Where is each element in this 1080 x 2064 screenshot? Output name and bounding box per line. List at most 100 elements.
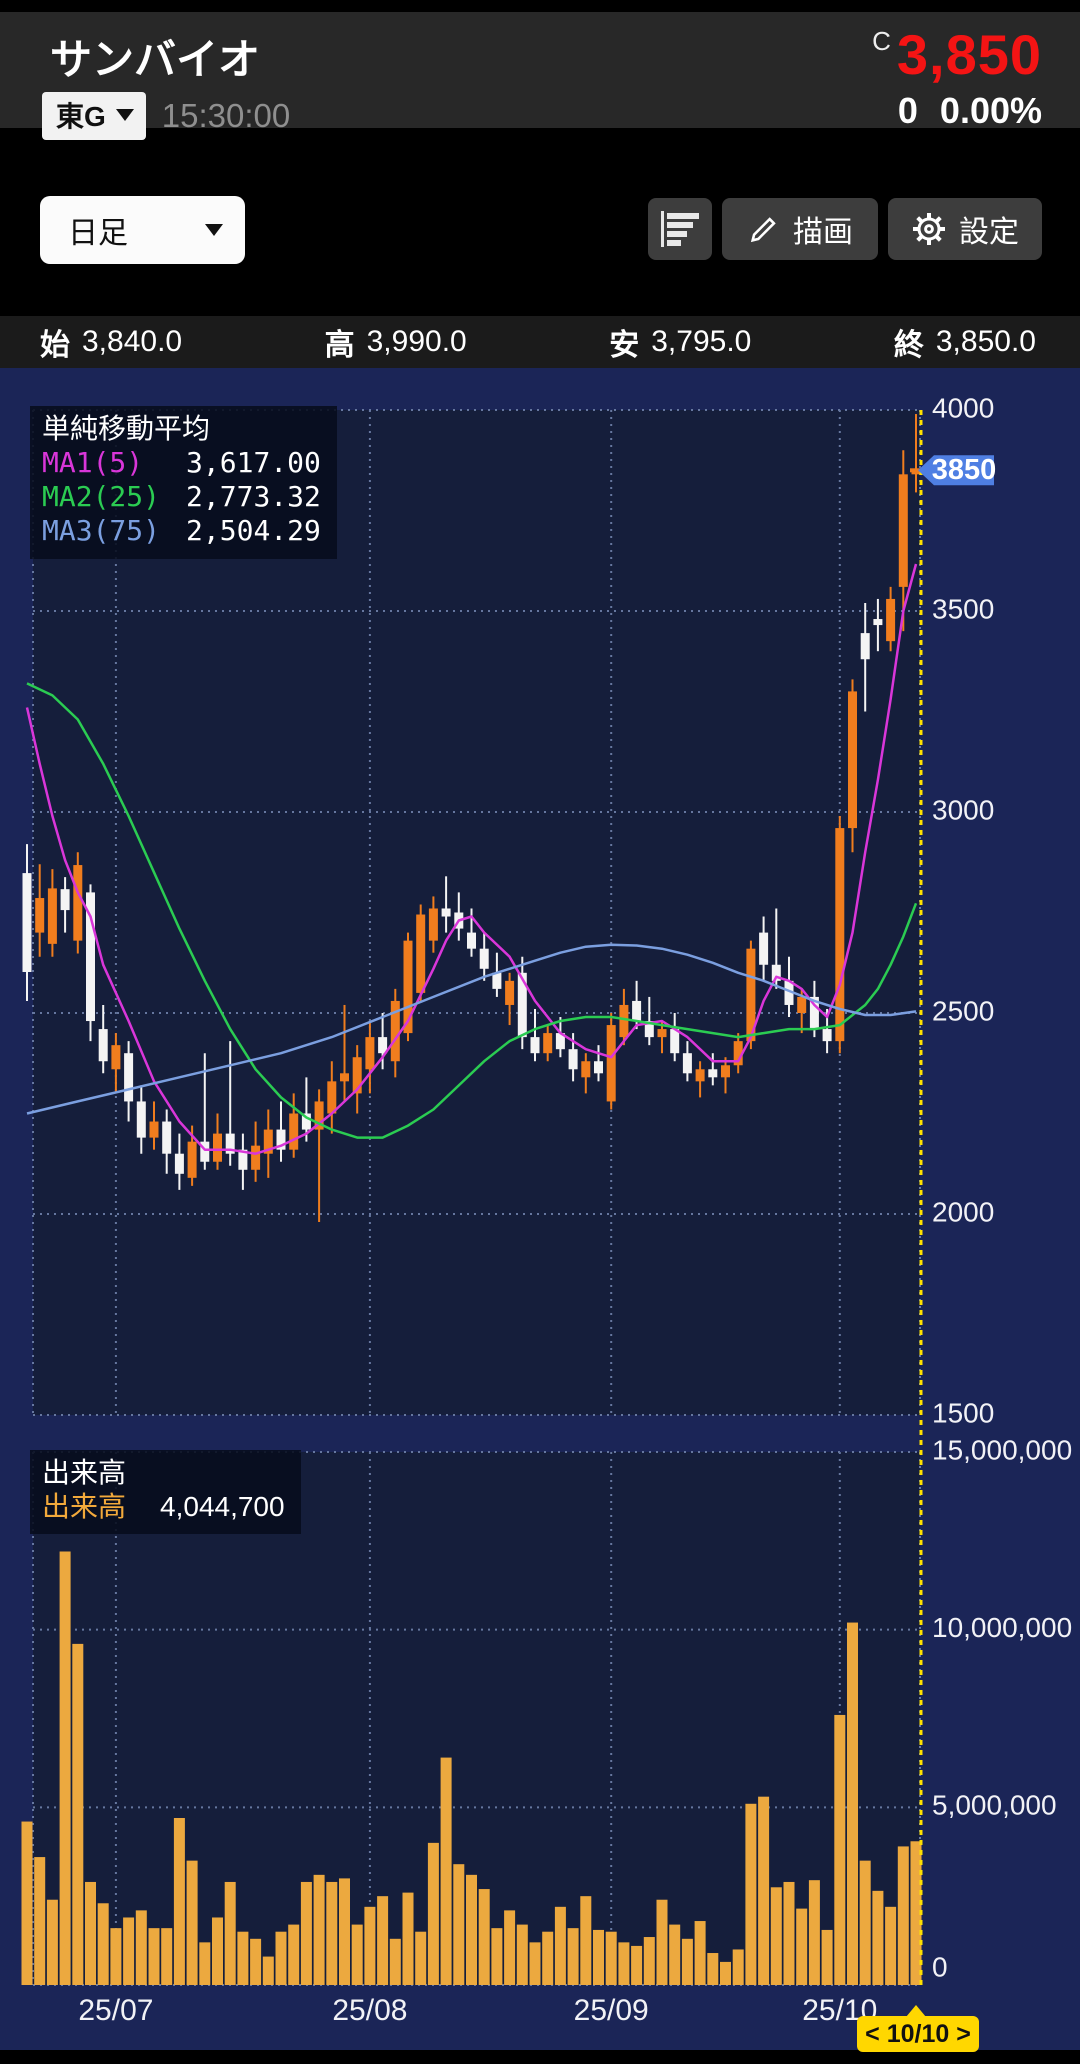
volume-bar-51: [669, 1924, 681, 1985]
candle-body-14: [200, 1141, 210, 1162]
candle-body-58: [759, 932, 769, 965]
volume-bar-14: [199, 1942, 211, 1985]
header-sub: 東G 15:30:00: [42, 92, 290, 140]
candle-body-45: [594, 1061, 603, 1074]
candle-body-52: [682, 1053, 692, 1074]
candle-body-59: [771, 964, 781, 981]
volume-bar-10: [148, 1928, 160, 1985]
volume-bar-13: [186, 1860, 198, 1985]
open-value: 3,840.0: [82, 325, 183, 358]
low-value: 3,795.0: [651, 325, 752, 358]
close-value: 3,850.0: [935, 325, 1036, 358]
candle-body-18: [251, 1145, 261, 1170]
volume-bar-55: [720, 1961, 731, 1985]
candle-body-21: [289, 1113, 299, 1150]
volume-bar-60: [783, 1881, 795, 1985]
candle-body-53: [695, 1069, 705, 1082]
volume-bar-39: [516, 1924, 528, 1985]
ma3-legend-row: MA3(75) 2,504.29: [42, 514, 321, 548]
candle-body-54: [708, 1069, 718, 1078]
chart-pager[interactable]: < 10/10 >: [857, 2016, 979, 2052]
volume-bar-58: [758, 1796, 770, 1985]
candle-body-5: [86, 892, 95, 1022]
volume-bar-17: [237, 1931, 249, 1985]
ma-legend-title: 単純移動平均: [42, 413, 211, 444]
candle-body-9: [136, 1101, 146, 1138]
candle-body-11: [162, 1121, 172, 1154]
volume-bar-6: [97, 1903, 109, 1985]
candle-body-40: [530, 1037, 540, 1054]
market-badge-dropdown[interactable]: 東G: [42, 92, 146, 140]
gear-icon: [913, 213, 945, 245]
ma1-label: MA1(5): [42, 446, 144, 480]
candle-body-31: [416, 914, 426, 993]
volume-bar-15: [212, 1917, 223, 1985]
candle-body-27: [365, 1037, 375, 1070]
volume-bar-31: [415, 1931, 427, 1985]
candle-body-69: [898, 474, 908, 587]
volume-bar-47: [618, 1942, 630, 1985]
candle-body-13: [187, 1141, 197, 1178]
volume-tick-5,000,000: 5,000,000: [932, 1790, 1057, 1821]
market-badge-label: 東G: [56, 101, 106, 132]
volume-bar-68: [885, 1906, 897, 1985]
close-label: 終: [893, 329, 924, 362]
volume-bar-44: [580, 1896, 592, 1985]
volume-bar-11: [161, 1928, 173, 1985]
candle-body-6: [98, 1029, 108, 1062]
candle-body-49: [644, 1021, 654, 1038]
candle-body-24: [327, 1081, 337, 1114]
price-by-volume-button[interactable]: [648, 198, 712, 260]
ma-line-1: [25, 563, 918, 1155]
candle-body-66: [860, 633, 870, 660]
timeframe-dropdown[interactable]: 日足: [40, 196, 245, 264]
candle-body-4: [73, 865, 83, 941]
volume-bar-49: [643, 1937, 655, 1985]
candle-body-67: [873, 619, 883, 626]
draw-button[interactable]: 描画: [722, 198, 878, 260]
quote-time: 15:30:00: [161, 97, 291, 134]
volume-bar-50: [656, 1899, 668, 1985]
candle-body-61: [797, 996, 807, 1013]
candle-body-36: [479, 948, 489, 969]
change-percent: 0.00%: [939, 90, 1042, 131]
volume-bar-30: [402, 1892, 414, 1985]
volume-bar-16: [224, 1881, 236, 1985]
pencil-icon: [750, 217, 776, 243]
volume-bar-35: [466, 1874, 477, 1985]
volume-bar-29: [389, 1938, 401, 1985]
volume-bar-63: [821, 1929, 833, 1985]
volume-bar-40: [529, 1942, 541, 1985]
pager-notch: [906, 2005, 926, 2017]
ma2-legend-row: MA2(25) 2,773.32: [42, 480, 321, 514]
volume-bar-9: [135, 1910, 147, 1985]
candle-body-0: [22, 873, 32, 972]
candle-body-32: [428, 908, 438, 941]
volume-bar-69: [897, 1846, 909, 1985]
ohlc-open: 始 3,840.0: [40, 320, 182, 364]
ma3-label: MA3(75): [42, 514, 161, 548]
volume-bar-24: [326, 1881, 338, 1985]
candle-body-28: [378, 1037, 388, 1054]
ma-line-2: [26, 682, 918, 1139]
volume-bar-48: [631, 1945, 643, 1985]
candle-body-38: [505, 980, 515, 1005]
ma2-value: 2,773.32: [186, 480, 321, 514]
volume-bar-20: [275, 1931, 287, 1985]
price-wrap: C 3,850: [872, 22, 1042, 87]
candle-body-70: [911, 470, 921, 475]
candle-body-68: [886, 598, 896, 642]
candle-body-17: [238, 1149, 248, 1170]
settings-button[interactable]: 設定: [888, 198, 1042, 260]
settings-button-label: 設定: [959, 216, 1019, 249]
volume-bar-3: [59, 1551, 71, 1985]
candle-body-37: [492, 972, 502, 989]
candle-body-2: [47, 888, 57, 944]
price-tick-2500: 2500: [932, 995, 994, 1026]
price-volume-chart[interactable]: 4000 3500 3000 2500 2000 1500 15,000,000 10,000…: [0, 368, 1080, 2050]
volume-bar-65: [847, 1622, 858, 1985]
volume-tick-10,000,000: 10,000,000: [932, 1612, 1072, 1643]
candle-body-64: [835, 828, 845, 1042]
volume-bar-19: [262, 1956, 274, 1985]
price-pane: [33, 410, 920, 1415]
